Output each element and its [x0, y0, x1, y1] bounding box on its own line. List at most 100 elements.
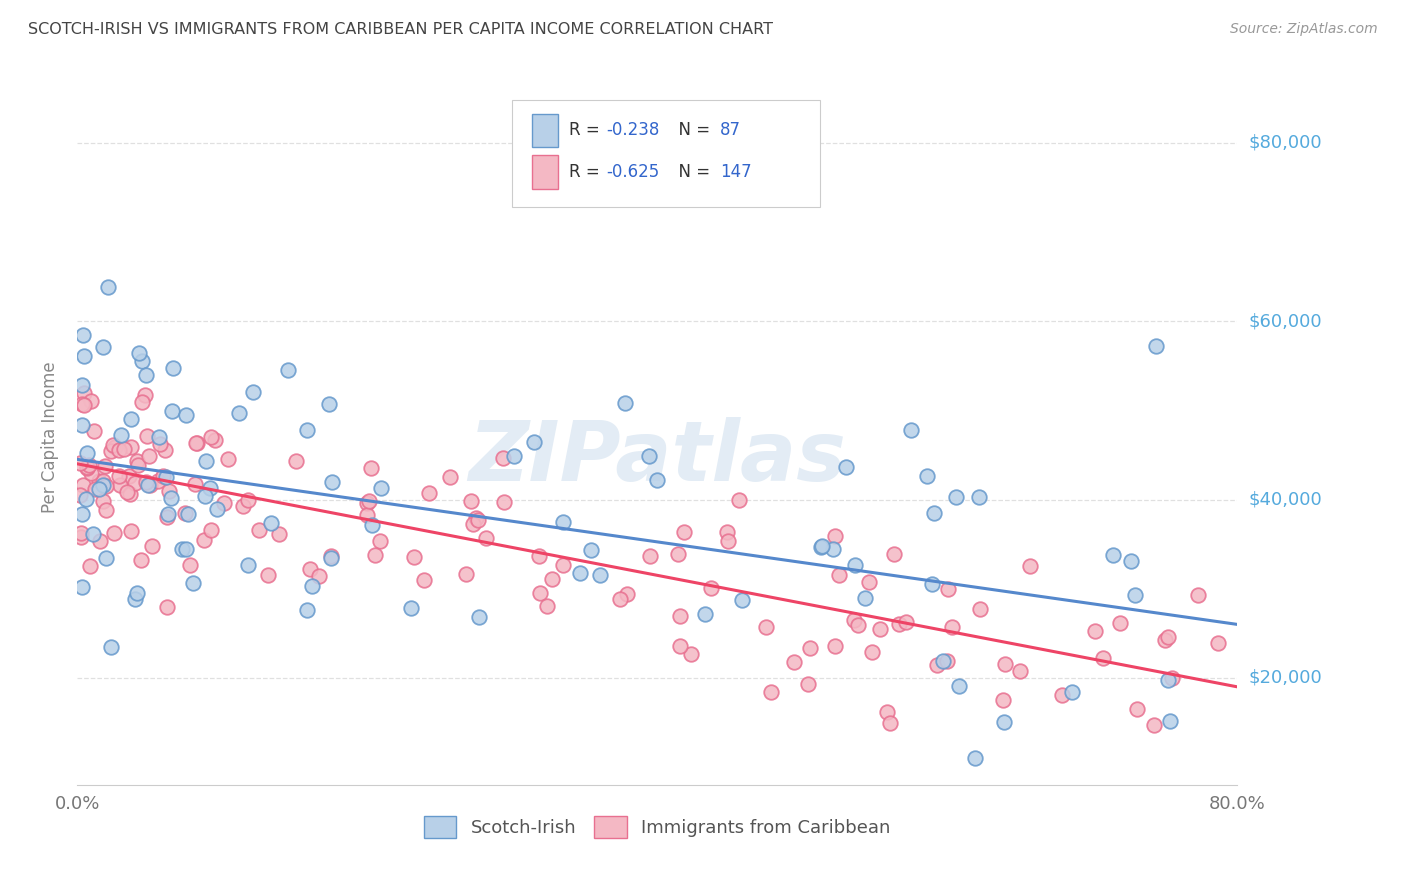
Text: 87: 87 [720, 121, 741, 139]
Point [79, 559, 101, 574]
Point [824, 640, 846, 654]
Point [153, 442, 176, 457]
Point [176, 408, 198, 422]
Point [900, 423, 922, 437]
Point [1119, 554, 1142, 568]
Point [80, 394, 103, 409]
Point [699, 581, 721, 595]
Point [117, 485, 139, 500]
Point [1050, 688, 1073, 702]
Point [157, 507, 180, 521]
Point [454, 566, 477, 581]
Point [127, 453, 149, 467]
Text: ZIPatlas: ZIPatlas [468, 417, 846, 499]
Point [922, 507, 945, 521]
Point [87, 474, 110, 488]
Point [883, 547, 905, 561]
Point [1187, 587, 1209, 601]
Point [181, 576, 204, 591]
Point [148, 430, 170, 444]
Point [87, 482, 110, 496]
Point [295, 423, 318, 437]
Point [846, 618, 869, 632]
Point [811, 539, 834, 553]
Text: -0.238: -0.238 [606, 121, 659, 139]
Point [118, 486, 141, 500]
Point [72, 327, 94, 342]
Text: -0.625: -0.625 [606, 163, 659, 181]
Point [217, 452, 239, 467]
Point [228, 406, 250, 420]
Point [965, 751, 987, 765]
Point [666, 547, 689, 561]
Point [318, 397, 340, 411]
Point [941, 620, 963, 634]
Point [613, 395, 636, 409]
Point [967, 490, 990, 504]
Point [1083, 624, 1105, 638]
Point [156, 510, 179, 524]
Point [465, 511, 488, 525]
Point [321, 550, 343, 565]
Point [73, 398, 96, 412]
Point [399, 600, 422, 615]
Point [247, 524, 270, 538]
Point [527, 549, 550, 563]
Point [184, 436, 207, 450]
Bar [531, 155, 558, 189]
Point [1109, 616, 1132, 631]
Point [131, 394, 153, 409]
Point [1126, 702, 1149, 716]
Point [72, 580, 94, 594]
Point [370, 481, 392, 495]
Point [91, 340, 114, 354]
Point [925, 657, 948, 672]
Point [120, 524, 142, 539]
Point [551, 558, 574, 572]
Point [120, 440, 142, 454]
Point [238, 493, 260, 508]
Point [72, 349, 94, 363]
Point [139, 478, 162, 492]
Point [876, 705, 898, 719]
Point [195, 454, 218, 468]
Point [155, 469, 177, 483]
Point [125, 585, 148, 599]
Text: N =: N = [668, 121, 716, 139]
Point [157, 484, 180, 499]
Point [948, 679, 970, 693]
Text: Source: ZipAtlas.com: Source: ZipAtlas.com [1230, 22, 1378, 37]
Point [136, 478, 159, 492]
Text: $20,000: $20,000 [1249, 669, 1322, 687]
Point [267, 527, 290, 541]
Point [589, 568, 612, 582]
Text: R =: R = [569, 121, 605, 139]
Point [108, 478, 131, 492]
Point [361, 518, 384, 533]
Point [198, 481, 221, 495]
Point [173, 506, 195, 520]
Point [162, 361, 184, 376]
Point [755, 620, 778, 634]
Point [858, 574, 880, 589]
Point [844, 558, 866, 572]
Point [731, 593, 754, 607]
Point [212, 496, 235, 510]
Point [91, 478, 114, 492]
Point [1091, 651, 1114, 665]
Point [186, 436, 208, 450]
Point [799, 640, 821, 655]
Point [921, 576, 943, 591]
Point [295, 603, 318, 617]
Point [104, 441, 127, 455]
Point [879, 716, 901, 731]
Point [364, 548, 387, 562]
Point [69, 456, 91, 470]
Point [76, 460, 98, 475]
Point [668, 640, 690, 654]
Point [135, 368, 157, 382]
Point [1206, 636, 1229, 650]
Point [828, 568, 851, 582]
Point [236, 558, 259, 572]
Point [108, 469, 131, 483]
